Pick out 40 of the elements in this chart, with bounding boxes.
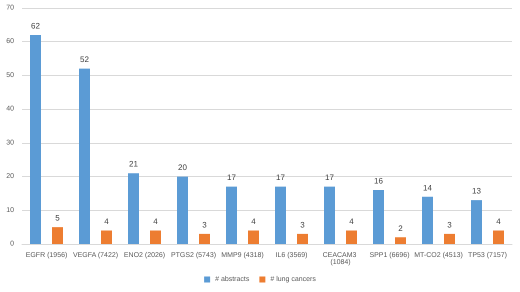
- data-label: 4: [153, 217, 158, 226]
- data-label: 4: [349, 217, 354, 226]
- bar: [422, 196, 433, 244]
- bar: [493, 230, 504, 244]
- bar: [444, 234, 455, 244]
- bar: [275, 186, 286, 244]
- bar: [297, 234, 308, 244]
- bar: [395, 237, 406, 244]
- bar: [324, 186, 335, 244]
- data-label: 2: [398, 224, 404, 233]
- bar: [79, 68, 90, 244]
- bar: [248, 230, 259, 244]
- data-label: 4: [496, 217, 502, 226]
- data-label: 16: [374, 176, 384, 186]
- bar: [30, 34, 41, 244]
- bar: [150, 230, 161, 244]
- bar: [471, 200, 482, 244]
- data-label: 52: [80, 55, 90, 64]
- bar: [373, 190, 384, 244]
- bar: [199, 234, 210, 244]
- data-label: 21: [129, 160, 138, 169]
- data-label: 17: [227, 173, 236, 182]
- data-label: 20: [178, 163, 188, 172]
- data-label: 3: [202, 220, 208, 230]
- bar: [226, 186, 237, 244]
- data-label: 62: [31, 21, 40, 30]
- data-label: 4: [104, 217, 110, 226]
- bar: [346, 230, 357, 244]
- bar: [128, 173, 139, 244]
- data-label: 14: [423, 183, 432, 192]
- bar: [177, 176, 188, 244]
- data-label: 17: [325, 173, 334, 182]
- bar: [52, 227, 63, 244]
- bar: [101, 230, 112, 244]
- data-label: 13: [472, 186, 482, 196]
- data-label: 3: [300, 220, 306, 230]
- data-label: 4: [251, 217, 256, 226]
- data-label: 5: [55, 214, 60, 223]
- data-label: 17: [276, 173, 286, 182]
- data-label: 3: [447, 220, 452, 230]
